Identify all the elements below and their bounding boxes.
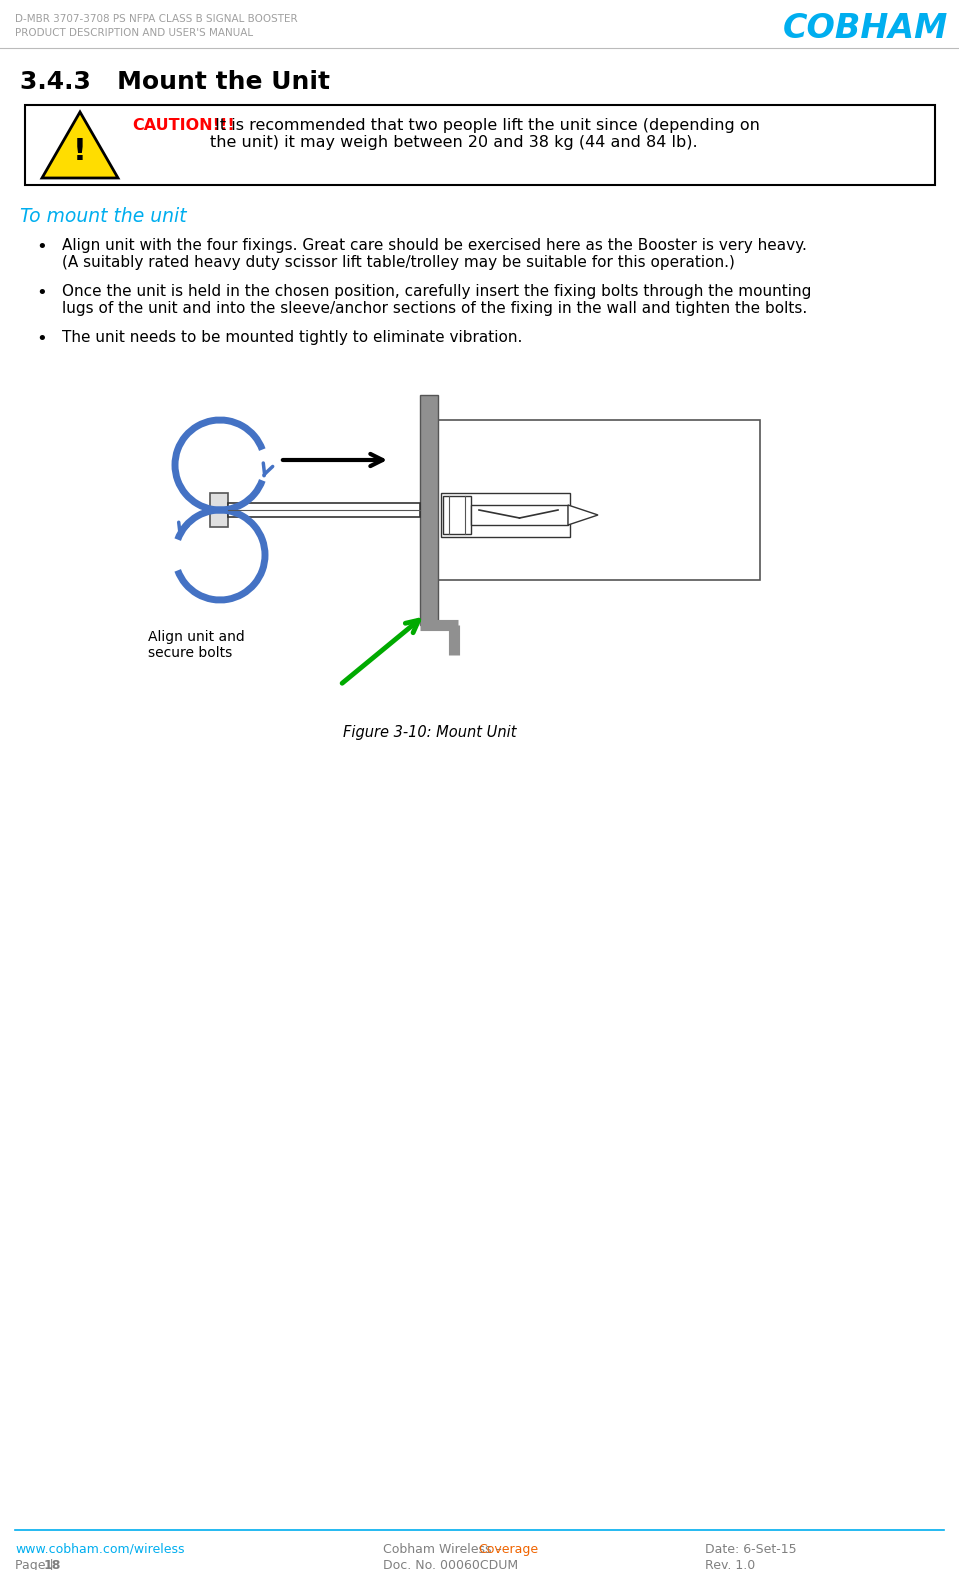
Text: To mount the unit: To mount the unit (20, 207, 187, 226)
Bar (438, 421, 760, 579)
Text: 3.4.3   Mount the Unit: 3.4.3 Mount the Unit (20, 71, 330, 94)
Text: Figure 3-10: Mount Unit: Figure 3-10: Mount Unit (343, 725, 517, 739)
Text: Align unit and
secure bolts: Align unit and secure bolts (148, 630, 245, 661)
Text: It is recommended that two people lift the unit since (depending on
the unit) it: It is recommended that two people lift t… (210, 118, 760, 151)
Text: •: • (36, 239, 47, 256)
Bar (441, 493, 570, 537)
Text: Doc. No. 00060CDUM: Doc. No. 00060CDUM (383, 1559, 518, 1570)
Polygon shape (42, 111, 118, 177)
Polygon shape (568, 506, 598, 524)
Text: www.cobham.com/wireless: www.cobham.com/wireless (15, 1543, 184, 1556)
Bar (210, 493, 228, 528)
Text: 18: 18 (44, 1559, 61, 1570)
Text: •: • (36, 284, 47, 301)
Text: Once the unit is held in the chosen position, carefully insert the fixing bolts : Once the unit is held in the chosen posi… (62, 284, 811, 317)
Text: !: ! (73, 137, 87, 166)
Bar (420, 396, 438, 625)
Text: PRODUCT DESCRIPTION AND USER'S MANUAL: PRODUCT DESCRIPTION AND USER'S MANUAL (15, 28, 253, 38)
Text: •: • (36, 330, 47, 349)
Bar (443, 496, 471, 534)
Text: Align unit with the four fixings. Great care should be exercised here as the Boo: Align unit with the four fixings. Great … (62, 239, 807, 270)
Bar (25, 105, 935, 185)
Text: Coverage: Coverage (478, 1543, 538, 1556)
Text: Page |: Page | (15, 1559, 58, 1570)
Text: Date: 6-Set-15: Date: 6-Set-15 (705, 1543, 797, 1556)
Bar (228, 502, 420, 517)
Text: COBHAM: COBHAM (783, 13, 948, 46)
FancyArrowPatch shape (342, 620, 419, 683)
Bar (471, 506, 568, 524)
Text: D-MBR 3707-3708 PS NFPA CLASS B SIGNAL BOOSTER: D-MBR 3707-3708 PS NFPA CLASS B SIGNAL B… (15, 14, 297, 24)
Text: Cobham Wireless –: Cobham Wireless – (383, 1543, 505, 1556)
Text: CAUTION!!!: CAUTION!!! (132, 118, 235, 133)
Text: The unit needs to be mounted tightly to eliminate vibration.: The unit needs to be mounted tightly to … (62, 330, 523, 345)
Text: Rev. 1.0: Rev. 1.0 (705, 1559, 756, 1570)
